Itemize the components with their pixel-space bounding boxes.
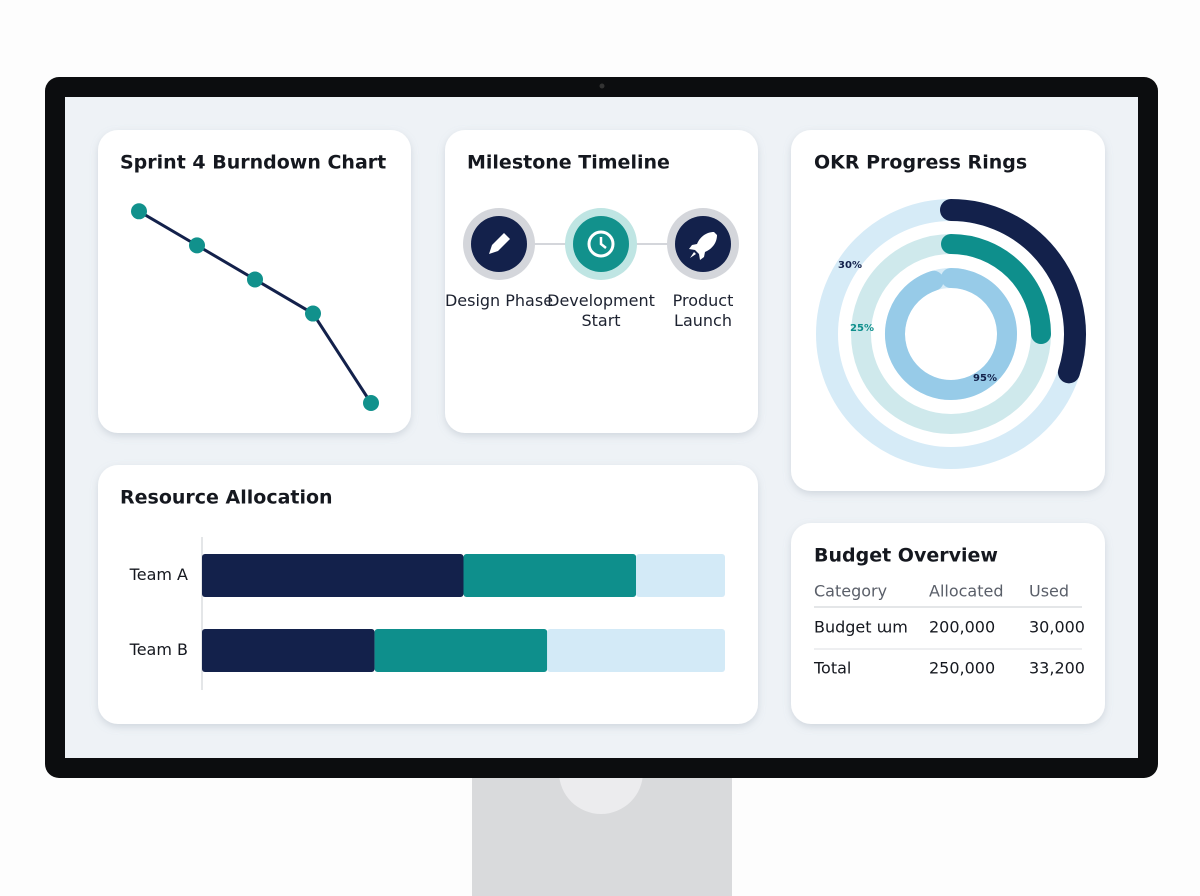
table-cell: Budget ɯm — [814, 618, 908, 637]
card-title: Milestone Timeline — [467, 152, 670, 174]
clock-icon — [587, 230, 615, 258]
milestone-label: Product Launch — [672, 291, 734, 330]
pencil-icon — [489, 233, 510, 254]
point — [305, 305, 321, 322]
milestone-label: Development Start — [547, 291, 655, 330]
card — [791, 523, 1105, 724]
ring-arc — [941, 234, 1051, 344]
ring-label: 25% — [850, 323, 874, 334]
bar-segment — [202, 554, 464, 597]
card — [791, 130, 1105, 491]
bar-segment — [374, 629, 548, 672]
ring-arc — [940, 199, 1086, 384]
ring-arc — [885, 268, 1017, 400]
rocket-icon — [689, 232, 717, 260]
table-cell: Total — [813, 659, 851, 678]
point — [131, 203, 147, 220]
card — [445, 130, 758, 433]
card-title: Resource Allocation — [120, 487, 333, 509]
table-cell: 30,000 — [1029, 618, 1085, 637]
ring-label: 30% — [838, 260, 862, 271]
point — [247, 271, 263, 288]
category-label: Team A — [129, 565, 188, 584]
table-cell: 250,000 — [929, 659, 995, 678]
card-title: Sprint 4 Burndown Chart — [120, 152, 386, 174]
table-cell: 200,000 — [929, 618, 995, 637]
card-title: OKR Progress Rings — [814, 152, 1027, 174]
bar-segment — [463, 554, 637, 597]
table-header: Category — [814, 582, 887, 601]
camera — [599, 83, 605, 89]
bar-segment — [636, 554, 725, 597]
bar-segment — [547, 629, 725, 672]
category-label: Team B — [129, 640, 188, 659]
bar-segment — [202, 629, 375, 672]
point — [189, 237, 205, 254]
card-title: Budget Overview — [814, 545, 998, 567]
clock-hands — [599, 237, 607, 249]
table-header: Used — [1029, 582, 1069, 601]
table-cell: 33,200 — [1029, 659, 1085, 678]
milestone-label: Design Phase — [444, 291, 554, 310]
ring-label: 95% — [973, 373, 997, 384]
point — [363, 395, 379, 411]
table-header: Allocated — [929, 582, 1004, 601]
